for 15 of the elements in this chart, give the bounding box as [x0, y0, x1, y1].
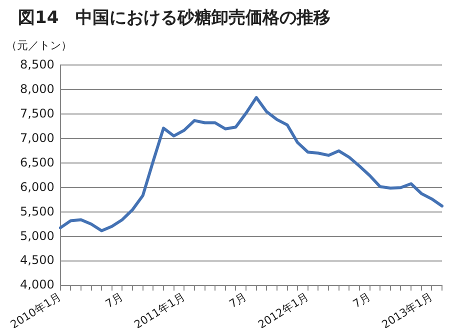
y-tick-label: 6,500 [20, 155, 54, 170]
y-tick-label: 8,500 [20, 57, 54, 72]
y-tick-label: 4,500 [20, 253, 54, 268]
x-tick-label: 7月 [103, 290, 126, 311]
x-tick-label: 7月 [226, 290, 250, 311]
y-tick-label: 7,500 [20, 106, 54, 120]
y-tick-label: 4,000 [20, 278, 54, 292]
y-tick-label: 8,000 [20, 82, 54, 96]
x-tick-label: 7月 [350, 290, 373, 311]
y-tick-label: 6,000 [20, 180, 54, 194]
y-axis-title: （元／トン） [5, 38, 73, 52]
y-tick-label: 7,000 [20, 130, 54, 145]
y-tick-label: 5,000 [20, 228, 54, 243]
chart-title: 図14 中国における砂糖卸売価格の推移 [17, 7, 332, 30]
y-tick-label: 5,500 [20, 204, 54, 218]
